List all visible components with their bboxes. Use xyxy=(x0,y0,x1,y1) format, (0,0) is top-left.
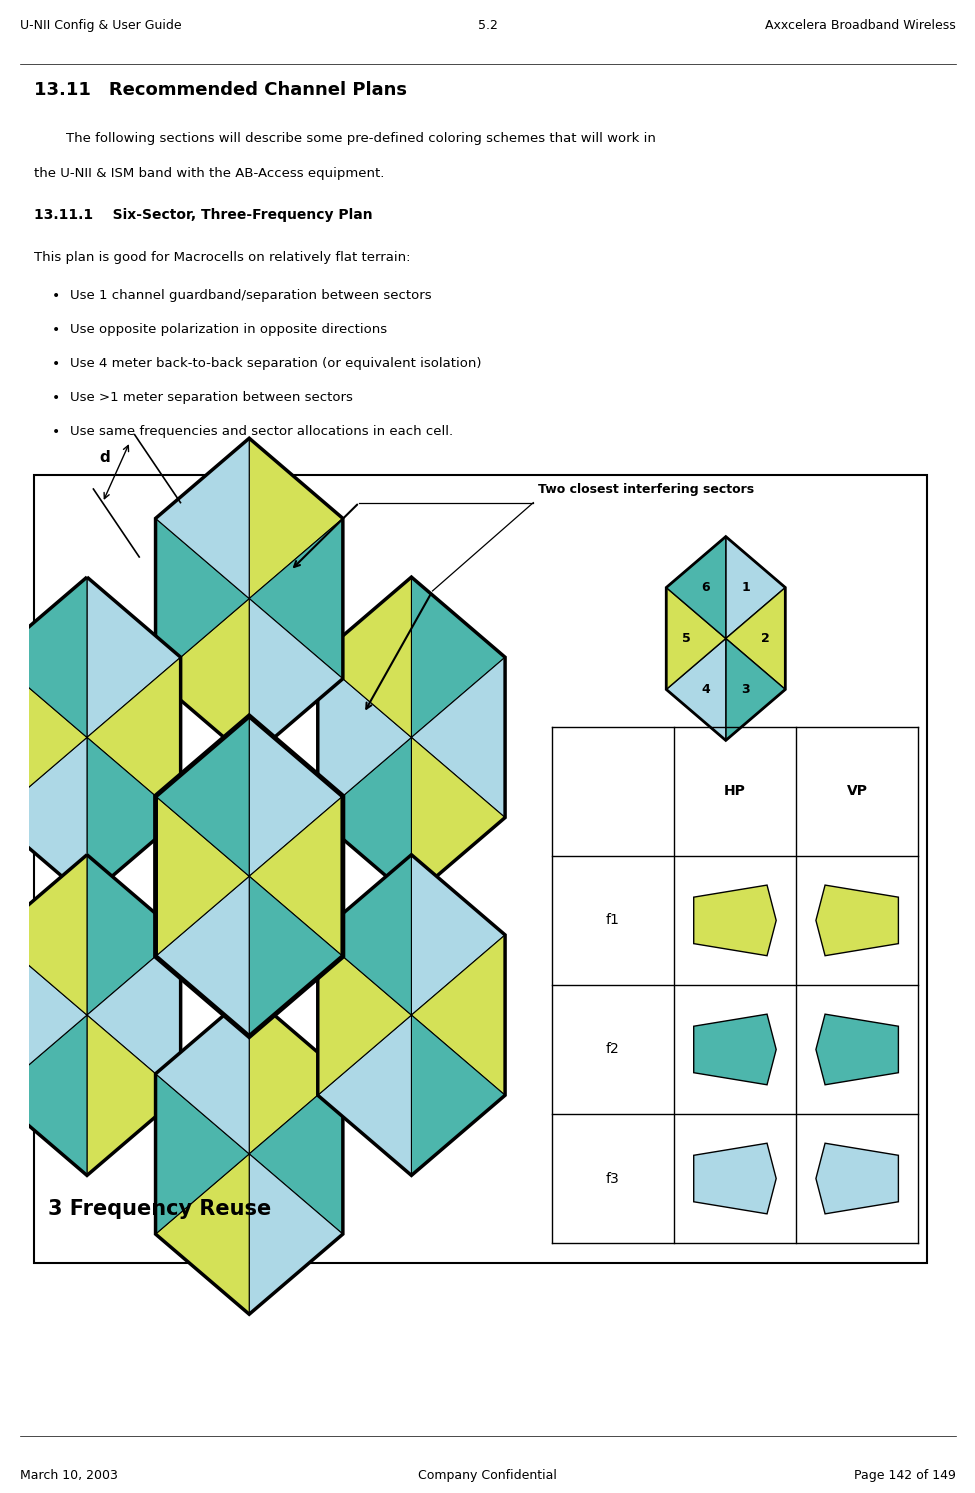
Polygon shape xyxy=(250,518,343,679)
Text: Two closest interfering sectors: Two closest interfering sectors xyxy=(538,482,754,496)
Text: March 10, 2003: March 10, 2003 xyxy=(20,1469,117,1481)
Text: •: • xyxy=(53,324,60,337)
Polygon shape xyxy=(0,657,87,818)
Polygon shape xyxy=(87,855,180,1015)
Polygon shape xyxy=(250,994,343,1154)
Text: 13.11.1    Six-Sector, Three-Frequency Plan: 13.11.1 Six-Sector, Three-Frequency Plan xyxy=(34,208,372,222)
Polygon shape xyxy=(411,1015,505,1175)
Polygon shape xyxy=(318,855,411,1015)
Polygon shape xyxy=(318,657,411,818)
FancyBboxPatch shape xyxy=(34,475,927,1263)
Polygon shape xyxy=(0,738,87,897)
Text: f1: f1 xyxy=(605,914,620,927)
Polygon shape xyxy=(156,994,250,1154)
Polygon shape xyxy=(250,1154,343,1314)
Polygon shape xyxy=(411,855,505,1015)
Polygon shape xyxy=(411,935,505,1096)
Polygon shape xyxy=(666,536,725,639)
Polygon shape xyxy=(0,855,87,1015)
Polygon shape xyxy=(87,935,180,1096)
Text: U-NII Config & User Guide: U-NII Config & User Guide xyxy=(20,19,181,31)
Polygon shape xyxy=(87,578,180,738)
Polygon shape xyxy=(0,578,87,738)
Text: f2: f2 xyxy=(605,1042,620,1057)
Text: 4: 4 xyxy=(701,684,710,696)
Text: The following sections will describe some pre-defined coloring schemes that will: The following sections will describe som… xyxy=(66,131,656,145)
Text: Use same frequencies and sector allocations in each cell.: Use same frequencies and sector allocati… xyxy=(70,426,453,437)
Polygon shape xyxy=(156,876,250,1036)
Polygon shape xyxy=(156,796,250,957)
Text: d: d xyxy=(99,451,110,466)
Polygon shape xyxy=(318,935,411,1096)
Text: Use 4 meter back-to-back separation (or equivalent isolation): Use 4 meter back-to-back separation (or … xyxy=(70,357,482,370)
Polygon shape xyxy=(694,1144,776,1214)
Polygon shape xyxy=(250,796,343,957)
Polygon shape xyxy=(87,657,180,818)
Polygon shape xyxy=(318,1015,411,1175)
Text: 6: 6 xyxy=(702,581,710,594)
Polygon shape xyxy=(250,717,343,876)
Text: Page 142 of 149: Page 142 of 149 xyxy=(854,1469,956,1481)
Text: •: • xyxy=(53,426,60,439)
Polygon shape xyxy=(87,1015,180,1175)
Polygon shape xyxy=(156,1154,250,1314)
Polygon shape xyxy=(250,599,343,758)
Text: Axxcelera Broadband Wireless: Axxcelera Broadband Wireless xyxy=(764,19,956,31)
Text: the U-NII & ISM band with the AB-Access equipment.: the U-NII & ISM band with the AB-Access … xyxy=(34,167,384,181)
Polygon shape xyxy=(725,536,785,639)
Text: 3 Frequency Reuse: 3 Frequency Reuse xyxy=(48,1199,271,1220)
Polygon shape xyxy=(156,439,250,599)
Polygon shape xyxy=(411,657,505,818)
Text: f3: f3 xyxy=(605,1172,620,1185)
Polygon shape xyxy=(156,1073,250,1235)
Text: 13.11 Recommended Channel Plans: 13.11 Recommended Channel Plans xyxy=(34,82,407,100)
Text: 5.2: 5.2 xyxy=(478,19,497,31)
Polygon shape xyxy=(816,885,898,956)
Polygon shape xyxy=(411,738,505,897)
Polygon shape xyxy=(250,439,343,599)
Text: Use >1 meter separation between sectors: Use >1 meter separation between sectors xyxy=(70,391,353,405)
Polygon shape xyxy=(318,738,411,897)
Polygon shape xyxy=(250,1073,343,1235)
Polygon shape xyxy=(816,1144,898,1214)
Polygon shape xyxy=(725,588,785,690)
Text: •: • xyxy=(53,357,60,372)
Polygon shape xyxy=(666,639,725,741)
Text: Company Confidential: Company Confidential xyxy=(418,1469,557,1481)
Polygon shape xyxy=(87,738,180,897)
Text: 3: 3 xyxy=(741,684,750,696)
Text: VP: VP xyxy=(846,784,868,799)
Polygon shape xyxy=(816,1014,898,1085)
Text: •: • xyxy=(53,391,60,405)
Text: Use opposite polarization in opposite directions: Use opposite polarization in opposite di… xyxy=(70,324,388,336)
Polygon shape xyxy=(694,885,776,956)
Text: HP: HP xyxy=(724,784,746,799)
Text: •: • xyxy=(53,290,60,303)
Polygon shape xyxy=(250,876,343,1036)
Text: 5: 5 xyxy=(682,632,690,645)
Polygon shape xyxy=(0,935,87,1096)
Polygon shape xyxy=(318,578,411,738)
Text: Use 1 channel guardband/separation between sectors: Use 1 channel guardband/separation betwe… xyxy=(70,290,432,302)
Polygon shape xyxy=(411,578,505,738)
Text: 2: 2 xyxy=(761,632,770,645)
Polygon shape xyxy=(156,518,250,679)
Polygon shape xyxy=(725,639,785,741)
Polygon shape xyxy=(0,1015,87,1175)
Polygon shape xyxy=(666,588,725,690)
Polygon shape xyxy=(156,717,250,876)
Polygon shape xyxy=(694,1014,776,1085)
Text: 1: 1 xyxy=(741,581,750,594)
Polygon shape xyxy=(156,599,250,758)
Text: This plan is good for Macrocells on relatively flat terrain:: This plan is good for Macrocells on rela… xyxy=(34,251,410,264)
